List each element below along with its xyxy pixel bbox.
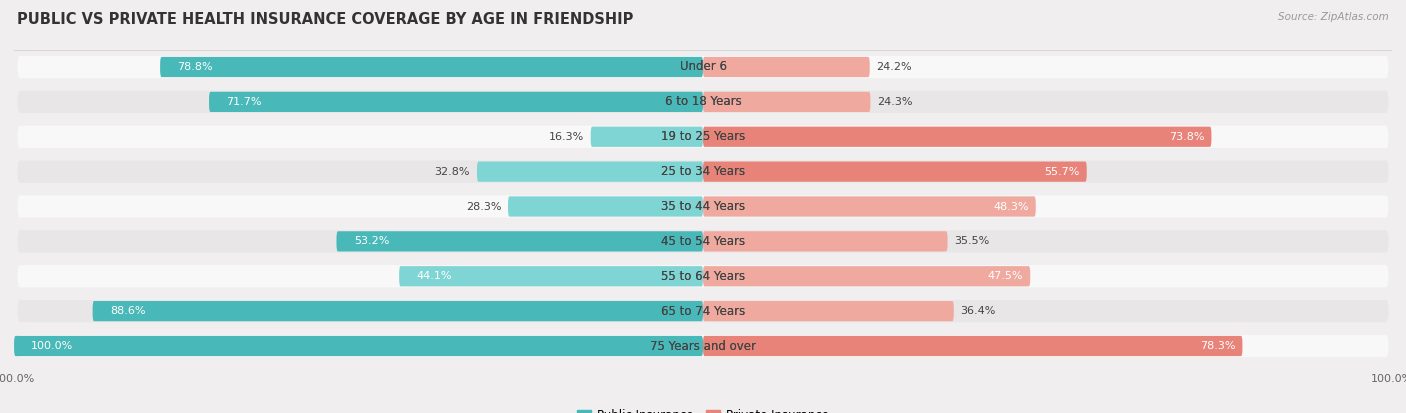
Text: 44.1%: 44.1% bbox=[416, 271, 451, 281]
FancyBboxPatch shape bbox=[703, 92, 870, 112]
Text: 48.3%: 48.3% bbox=[994, 202, 1029, 211]
FancyBboxPatch shape bbox=[703, 161, 1087, 182]
FancyBboxPatch shape bbox=[160, 57, 703, 77]
FancyBboxPatch shape bbox=[93, 301, 703, 321]
FancyBboxPatch shape bbox=[17, 126, 1389, 148]
FancyBboxPatch shape bbox=[17, 161, 1389, 183]
FancyBboxPatch shape bbox=[703, 266, 1031, 286]
Text: PUBLIC VS PRIVATE HEALTH INSURANCE COVERAGE BY AGE IN FRIENDSHIP: PUBLIC VS PRIVATE HEALTH INSURANCE COVER… bbox=[17, 12, 633, 27]
Text: Under 6: Under 6 bbox=[679, 60, 727, 74]
Text: 6 to 18 Years: 6 to 18 Years bbox=[665, 95, 741, 108]
Text: Source: ZipAtlas.com: Source: ZipAtlas.com bbox=[1278, 12, 1389, 22]
FancyBboxPatch shape bbox=[17, 335, 1389, 357]
Text: 45 to 54 Years: 45 to 54 Years bbox=[661, 235, 745, 248]
FancyBboxPatch shape bbox=[17, 91, 1389, 113]
Text: 35 to 44 Years: 35 to 44 Years bbox=[661, 200, 745, 213]
Text: 24.2%: 24.2% bbox=[876, 62, 912, 72]
Text: 24.3%: 24.3% bbox=[877, 97, 912, 107]
Text: Under 6: Under 6 bbox=[679, 60, 727, 74]
Text: 75 Years and over: 75 Years and over bbox=[650, 339, 756, 353]
FancyBboxPatch shape bbox=[399, 266, 703, 286]
Text: 78.8%: 78.8% bbox=[177, 62, 212, 72]
FancyBboxPatch shape bbox=[14, 336, 703, 356]
FancyBboxPatch shape bbox=[703, 197, 1036, 216]
Text: 88.6%: 88.6% bbox=[110, 306, 145, 316]
FancyBboxPatch shape bbox=[703, 301, 953, 321]
Text: 47.5%: 47.5% bbox=[988, 271, 1024, 281]
FancyBboxPatch shape bbox=[17, 230, 1389, 252]
Text: 35 to 44 Years: 35 to 44 Years bbox=[661, 200, 745, 213]
Text: 73.8%: 73.8% bbox=[1168, 132, 1205, 142]
FancyBboxPatch shape bbox=[17, 300, 1389, 322]
Text: 28.3%: 28.3% bbox=[465, 202, 501, 211]
Text: 6 to 18 Years: 6 to 18 Years bbox=[665, 95, 741, 108]
Text: 19 to 25 Years: 19 to 25 Years bbox=[661, 130, 745, 143]
FancyBboxPatch shape bbox=[703, 231, 948, 252]
Text: 35.5%: 35.5% bbox=[955, 236, 990, 247]
FancyBboxPatch shape bbox=[477, 161, 703, 182]
Legend: Public Insurance, Private Insurance: Public Insurance, Private Insurance bbox=[572, 404, 834, 413]
Text: 65 to 74 Years: 65 to 74 Years bbox=[661, 305, 745, 318]
Text: 71.7%: 71.7% bbox=[226, 97, 262, 107]
Text: 45 to 54 Years: 45 to 54 Years bbox=[661, 235, 745, 248]
Text: 53.2%: 53.2% bbox=[354, 236, 389, 247]
FancyBboxPatch shape bbox=[209, 92, 703, 112]
Text: 19 to 25 Years: 19 to 25 Years bbox=[661, 130, 745, 143]
FancyBboxPatch shape bbox=[17, 195, 1389, 218]
Text: 55 to 64 Years: 55 to 64 Years bbox=[661, 270, 745, 283]
FancyBboxPatch shape bbox=[591, 127, 703, 147]
FancyBboxPatch shape bbox=[336, 231, 703, 252]
FancyBboxPatch shape bbox=[703, 336, 1243, 356]
Text: 78.3%: 78.3% bbox=[1201, 341, 1236, 351]
Text: 65 to 74 Years: 65 to 74 Years bbox=[661, 305, 745, 318]
FancyBboxPatch shape bbox=[17, 265, 1389, 287]
Text: 55 to 64 Years: 55 to 64 Years bbox=[661, 270, 745, 283]
Text: 36.4%: 36.4% bbox=[960, 306, 995, 316]
Text: 75 Years and over: 75 Years and over bbox=[650, 339, 756, 353]
Text: 25 to 34 Years: 25 to 34 Years bbox=[661, 165, 745, 178]
FancyBboxPatch shape bbox=[703, 57, 870, 77]
FancyBboxPatch shape bbox=[703, 127, 1212, 147]
Text: 55.7%: 55.7% bbox=[1045, 166, 1080, 177]
Text: 25 to 34 Years: 25 to 34 Years bbox=[661, 165, 745, 178]
Text: 100.0%: 100.0% bbox=[31, 341, 73, 351]
FancyBboxPatch shape bbox=[17, 56, 1389, 78]
Text: 32.8%: 32.8% bbox=[434, 166, 470, 177]
Text: 16.3%: 16.3% bbox=[548, 132, 583, 142]
FancyBboxPatch shape bbox=[508, 197, 703, 216]
